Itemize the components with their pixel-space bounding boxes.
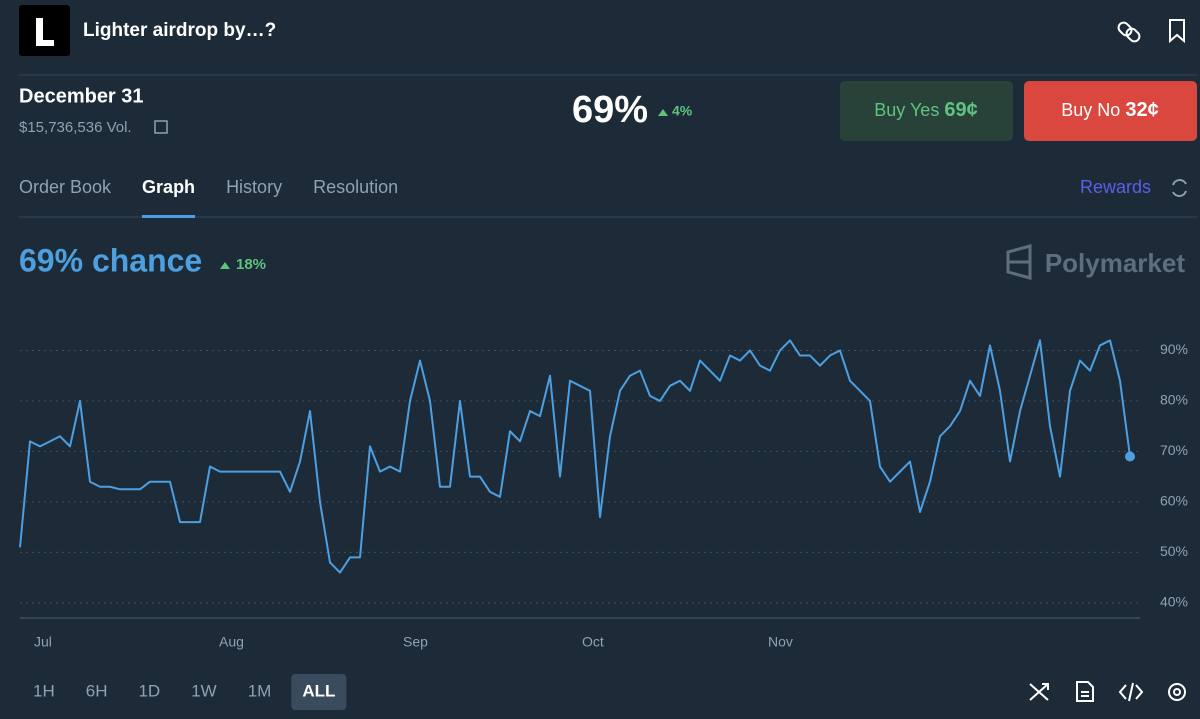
x-tick-label: Nov <box>768 634 793 650</box>
buy-no-price: 32¢ <box>1125 99 1158 121</box>
range-label: ALL <box>302 681 335 700</box>
tab[interactable]: Order Book <box>19 177 112 197</box>
market-volume: $15,736,536 Vol. <box>19 119 132 136</box>
range-button[interactable]: 1M <box>237 674 283 710</box>
bookmark-icon[interactable] <box>1169 19 1185 44</box>
price-line <box>19 339 1131 574</box>
range-button[interactable]: 1D <box>127 674 171 710</box>
svg-text:Buy Yes 69¢: Buy Yes 69¢ <box>874 99 977 121</box>
range-button[interactable]: 1H <box>22 674 66 710</box>
range-label: 6H <box>86 681 108 700</box>
range-label: 1H <box>33 681 55 700</box>
tab[interactable]: History <box>226 177 282 197</box>
market-change: 4% <box>672 103 693 119</box>
range-button[interactable]: 1W <box>180 674 228 710</box>
y-tick-label: 80% <box>1160 392 1188 408</box>
y-tick-label: 40% <box>1160 594 1188 610</box>
y-tick-label: 70% <box>1160 442 1188 458</box>
up-arrow <box>220 262 230 269</box>
x-tick-label: Sep <box>403 634 428 650</box>
embed-icon[interactable] <box>1118 682 1144 702</box>
shuffle-icon[interactable] <box>1029 683 1049 701</box>
range-button[interactable]: 6H <box>75 674 119 710</box>
tab[interactable]: Resolution <box>313 177 398 197</box>
y-tick-label: 50% <box>1160 543 1188 559</box>
chart-title: 69% chance <box>19 242 202 278</box>
y-tick-label: 60% <box>1160 493 1188 509</box>
tab-underline <box>142 215 196 218</box>
current-point <box>1125 451 1135 462</box>
brand-name: Polymarket <box>1045 248 1186 278</box>
link-icon[interactable] <box>1117 21 1142 44</box>
market-probability: 69% <box>572 89 648 131</box>
buy-yes-label: Buy Yes <box>874 100 939 120</box>
buy-yes-button[interactable]: Buy Yes 69¢ <box>840 81 1013 141</box>
brand-logo <box>1006 244 1032 280</box>
range-label: 1D <box>138 681 160 700</box>
gift-icon[interactable] <box>154 120 168 134</box>
chart-change: 18% <box>236 256 266 273</box>
market-date: December 31 <box>19 85 144 107</box>
y-tick-label: 90% <box>1160 341 1188 357</box>
market-logo <box>19 5 70 56</box>
logo-glyph <box>36 18 54 46</box>
x-tick-label: Aug <box>219 634 244 650</box>
svg-text:Buy No 32¢: Buy No 32¢ <box>1061 99 1158 121</box>
refresh-icon[interactable] <box>1172 179 1187 197</box>
buy-no-button[interactable]: Buy No 32¢ <box>1024 81 1197 141</box>
x-tick-label: Jul <box>34 634 52 650</box>
buy-yes-price: 69¢ <box>944 99 977 121</box>
buy-no-label: Buy No <box>1061 100 1120 120</box>
up-arrow <box>658 109 668 116</box>
tab[interactable]: Graph <box>142 177 195 197</box>
range-button-bg <box>291 674 347 710</box>
range-button[interactable]: ALL <box>291 674 347 710</box>
market-title: Lighter airdrop by…? <box>83 20 276 41</box>
toolbar-icons <box>1029 681 1186 702</box>
settings-icon-center <box>1173 688 1181 696</box>
range-label: 1M <box>248 681 272 700</box>
x-tick-label: Oct <box>582 634 604 650</box>
rewards-link[interactable]: Rewards <box>1080 177 1151 197</box>
settings-icon[interactable] <box>1168 683 1186 701</box>
range-label: 1W <box>191 681 217 700</box>
document-icon[interactable] <box>1076 681 1094 702</box>
